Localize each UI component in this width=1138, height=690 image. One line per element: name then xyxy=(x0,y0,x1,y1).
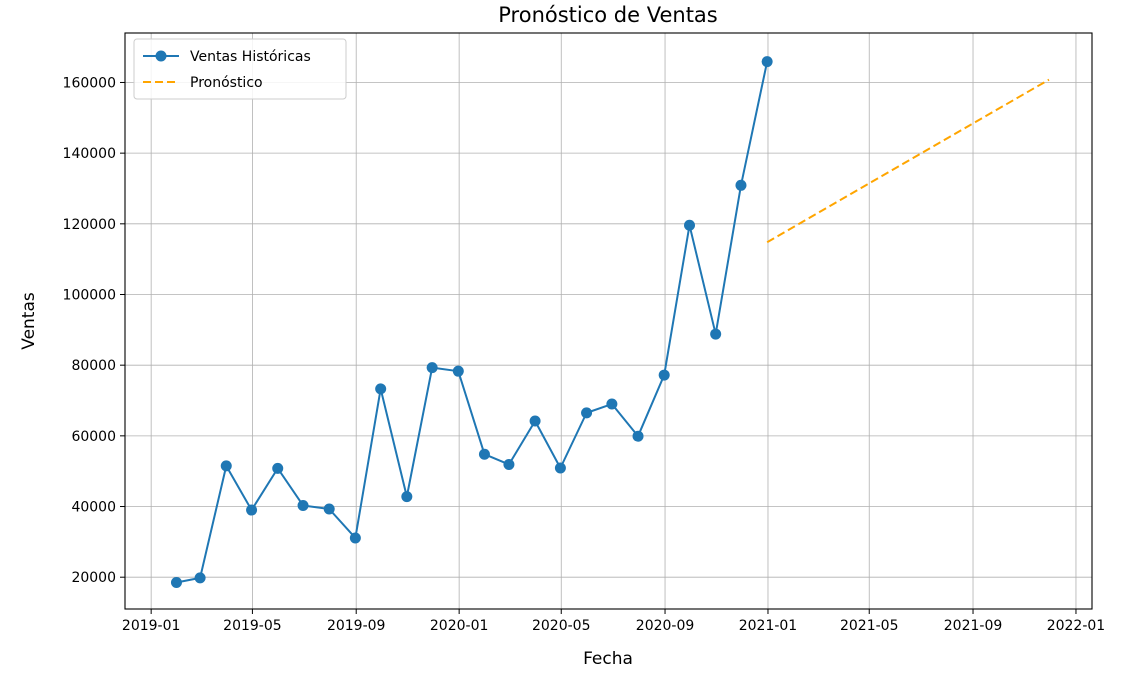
legend-box xyxy=(133,38,347,100)
data-point-ventas-historicas xyxy=(426,362,438,374)
data-point-ventas-historicas xyxy=(349,532,361,544)
data-point-ventas-historicas xyxy=(246,504,258,516)
y-tick-label: 20000 xyxy=(71,570,116,586)
data-point-ventas-historicas xyxy=(632,430,644,442)
data-point-ventas-historicas xyxy=(297,499,309,511)
y-tick-label: 60000 xyxy=(71,429,116,445)
y-tick-label: 80000 xyxy=(71,358,116,374)
x-tick-label: 2020-05 xyxy=(532,618,591,634)
x-tick-label: 2021-09 xyxy=(944,618,1003,634)
data-point-ventas-historicas xyxy=(220,460,232,472)
data-point-ventas-historicas xyxy=(606,398,618,410)
y-tick-label: 140000 xyxy=(63,146,116,162)
plot-frame xyxy=(124,32,1093,610)
data-point-ventas-historicas xyxy=(710,328,722,340)
data-point-ventas-historicas xyxy=(761,56,773,68)
data-point-ventas-historicas xyxy=(529,415,541,427)
data-point-ventas-historicas xyxy=(452,365,464,377)
legend: Ventas Históricas Pronóstico xyxy=(133,38,347,100)
legend-marker-ventas-historicas xyxy=(155,50,167,62)
series-layer xyxy=(170,56,1050,588)
axis-ticks: 2019-01 2019-05 2019-09 2020-01 2020-05 2020-… xyxy=(63,75,1106,634)
data-point-ventas-historicas xyxy=(658,369,670,381)
data-point-ventas-historicas xyxy=(401,491,413,503)
y-tick-label: 160000 xyxy=(63,75,116,91)
data-point-ventas-historicas xyxy=(684,219,696,231)
data-point-ventas-historicas xyxy=(478,448,490,460)
data-point-ventas-historicas xyxy=(375,383,387,395)
y-tick-label: 100000 xyxy=(63,287,116,303)
x-axis-label: Fecha xyxy=(583,649,633,669)
x-tick-label: 2020-09 xyxy=(636,618,695,634)
y-tick-label: 40000 xyxy=(71,500,116,516)
series-line-pronostico xyxy=(766,78,1050,244)
y-tick-label: 120000 xyxy=(63,217,116,233)
chart-title: Pronóstico de Ventas xyxy=(498,3,718,27)
x-tick-label: 2019-09 xyxy=(327,618,386,634)
x-tick-label: 2021-01 xyxy=(739,618,798,634)
x-tick-label: 2019-01 xyxy=(122,618,181,634)
data-point-ventas-historicas xyxy=(503,458,515,470)
grid xyxy=(125,33,1092,609)
data-point-ventas-historicas xyxy=(272,462,284,474)
x-tick-label: 2022-01 xyxy=(1047,618,1106,634)
x-tick-label: 2020-01 xyxy=(430,618,489,634)
data-point-ventas-historicas xyxy=(194,572,206,584)
data-point-ventas-historicas xyxy=(323,503,335,515)
legend-label-ventas-historicas: Ventas Históricas xyxy=(190,49,311,65)
x-tick-label: 2021-05 xyxy=(840,618,899,634)
legend-label-pronostico: Pronóstico xyxy=(190,75,263,91)
series-line-ventas-historicas xyxy=(176,61,769,584)
data-point-ventas-historicas xyxy=(581,407,593,419)
data-point-ventas-historicas xyxy=(170,576,182,588)
x-tick-label: 2019-05 xyxy=(223,618,282,634)
y-axis-label: Ventas xyxy=(19,292,39,350)
data-point-ventas-historicas xyxy=(554,462,566,474)
data-point-ventas-historicas xyxy=(735,179,747,191)
